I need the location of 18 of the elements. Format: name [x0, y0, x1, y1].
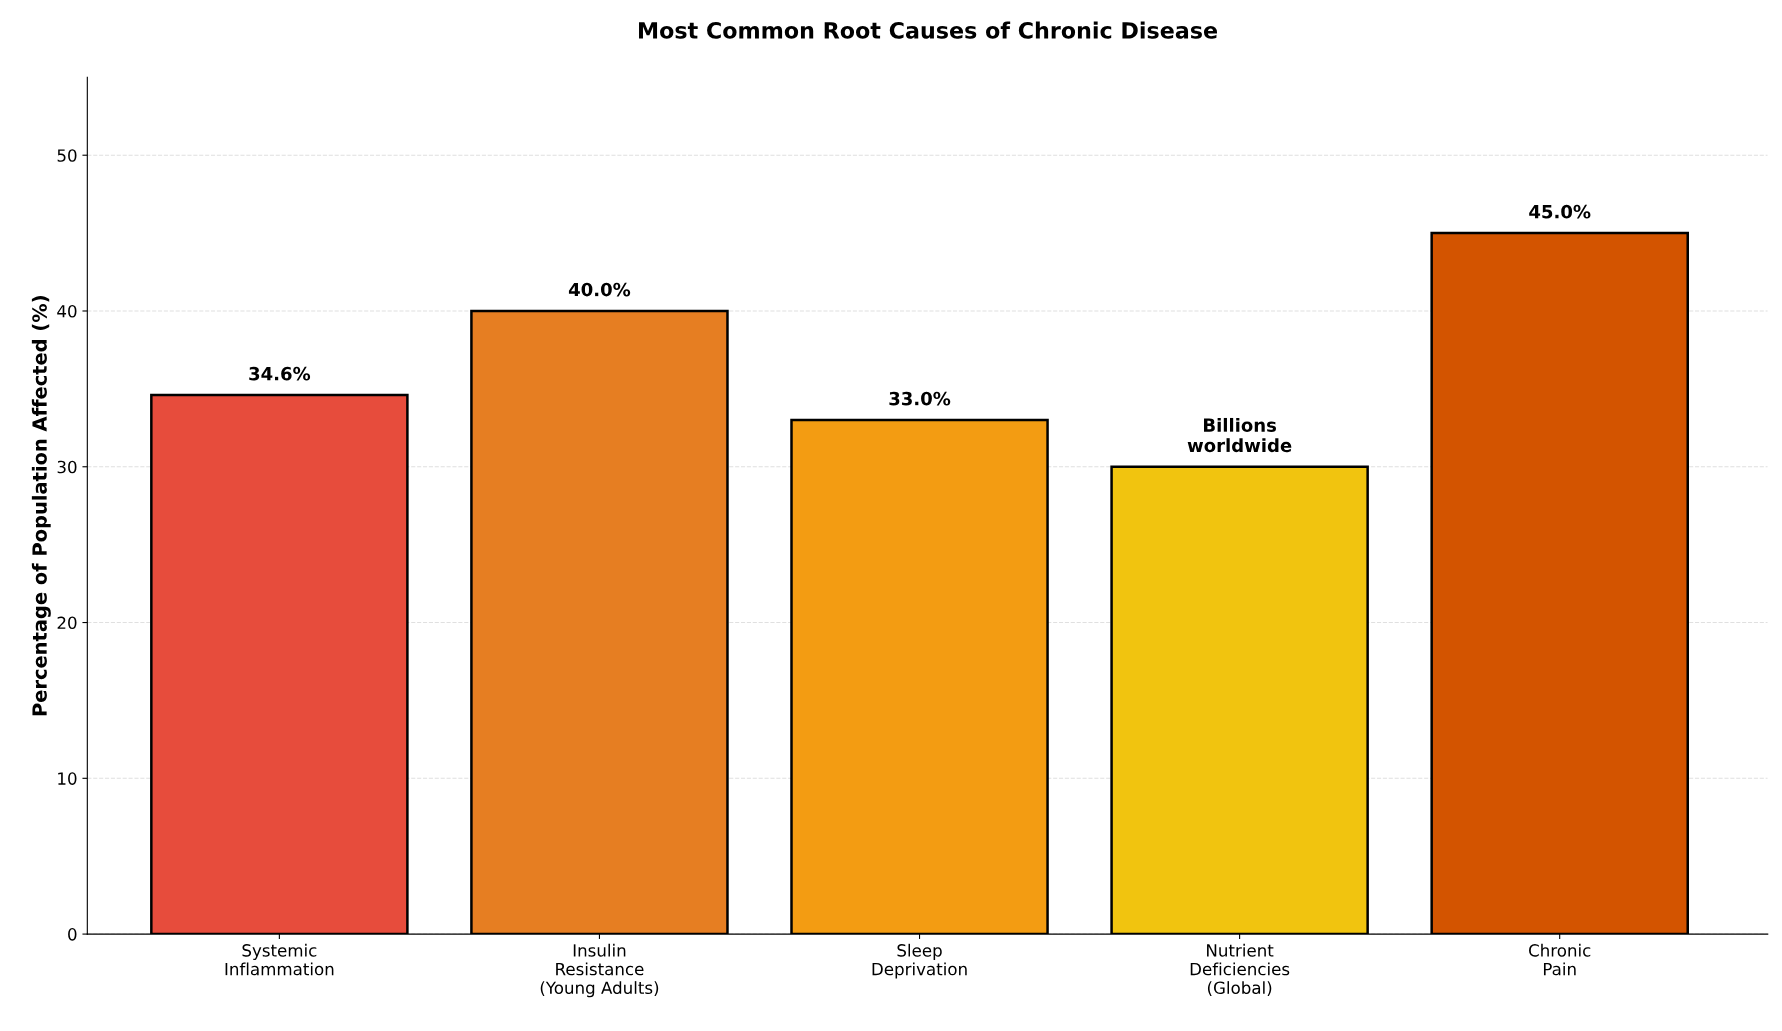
- x-tick-label: Insulin Resistance (Young Adults): [540, 943, 659, 998]
- y-tick-label: 10: [58, 772, 77, 785]
- x-tick-label: Sleep Deprivation: [872, 943, 967, 979]
- y-tick-label: 30: [57, 460, 77, 474]
- y-tick-label: 40: [57, 304, 77, 318]
- data-label: 34.6%: [249, 366, 311, 381]
- chart-title: Most Common Root Causes of Chronic Disease: [639, 21, 1218, 39]
- y-tick-label: 50: [57, 149, 77, 162]
- y-tick-label: 20: [57, 616, 77, 630]
- x-tick-label: Systemic Inflammation: [225, 943, 334, 976]
- x-tick-label: Nutrient Deficiencies (Global): [1190, 943, 1290, 996]
- data-label: Billions worldwide: [1187, 417, 1292, 453]
- data-label: 45.0%: [1529, 204, 1591, 219]
- x-tick-label: Chronic Pain: [1529, 943, 1591, 976]
- data-label: 33.0%: [889, 391, 951, 406]
- y-axis-title: Percentage of Population Affected (%): [31, 296, 51, 716]
- y-tick-label: 0: [68, 928, 77, 941]
- data-label: 40.0%: [568, 282, 631, 297]
